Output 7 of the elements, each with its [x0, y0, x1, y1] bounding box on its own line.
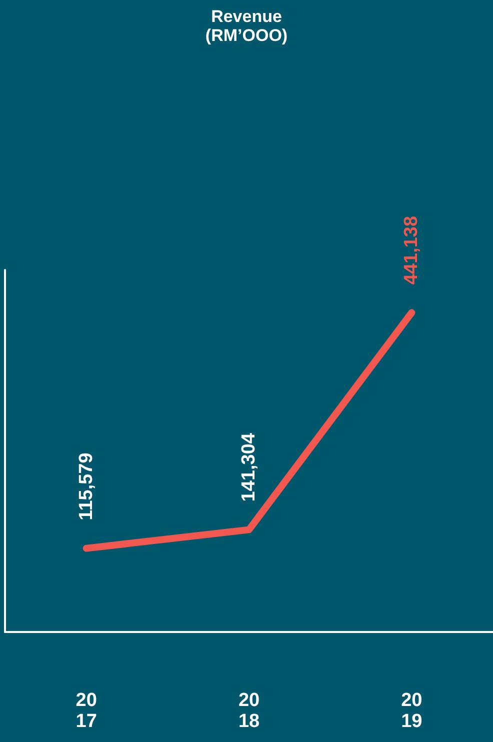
x-tick-label: 2017 [76, 690, 97, 732]
data-label: 115,579 [76, 452, 97, 520]
x-tick-label: 2019 [401, 690, 422, 732]
data-label: 441,138 [401, 216, 422, 285]
chart-title: Revenue (RM’OOO) [205, 7, 288, 45]
x-tick-label: 2018 [238, 690, 260, 732]
data-label: 141,304 [238, 432, 260, 502]
